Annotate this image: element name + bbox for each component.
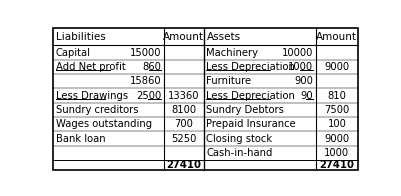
Text: 700: 700 [174,119,193,129]
Text: Sundry Debtors: Sundry Debtors [207,105,284,115]
Text: Less Drawings: Less Drawings [56,91,128,101]
Text: 810: 810 [327,91,346,101]
Text: 90: 90 [301,91,313,101]
Text: 13360: 13360 [168,91,200,101]
Text: Furniture: Furniture [207,76,251,86]
Text: Less Depreciation: Less Depreciation [207,91,295,101]
Text: Wages outstanding: Wages outstanding [56,119,152,129]
Text: 1000: 1000 [324,148,349,158]
Text: 7500: 7500 [324,105,349,115]
Text: Liabilities: Liabilities [56,32,105,42]
Text: Add Net profit: Add Net profit [56,62,126,72]
Text: 27410: 27410 [319,160,354,170]
Text: Prepaid Insurance: Prepaid Insurance [207,119,296,129]
Text: Machinery: Machinery [207,48,259,58]
Text: 15860: 15860 [130,76,161,86]
Text: 100: 100 [327,119,346,129]
Text: 8100: 8100 [171,105,196,115]
Text: Bank loan: Bank loan [56,134,105,144]
Text: 27410: 27410 [166,160,201,170]
Text: 9000: 9000 [324,62,349,72]
Text: 10000: 10000 [282,48,313,58]
Text: 15000: 15000 [130,48,161,58]
Text: 9000: 9000 [324,134,349,144]
Text: Cash-in-hand: Cash-in-hand [207,148,273,158]
Text: 900: 900 [294,76,313,86]
Text: 2500: 2500 [136,91,161,101]
Text: Amount: Amount [163,32,204,42]
Text: Amount: Amount [316,32,357,42]
Text: Assets: Assets [207,32,241,42]
Text: Capital: Capital [56,48,91,58]
Text: 1000: 1000 [288,62,313,72]
Text: 860: 860 [142,62,161,72]
Text: 5250: 5250 [171,134,196,144]
Text: Sundry creditors: Sundry creditors [56,105,138,115]
Text: Closing stock: Closing stock [207,134,273,144]
Text: Less Depreciation: Less Depreciation [207,62,295,72]
